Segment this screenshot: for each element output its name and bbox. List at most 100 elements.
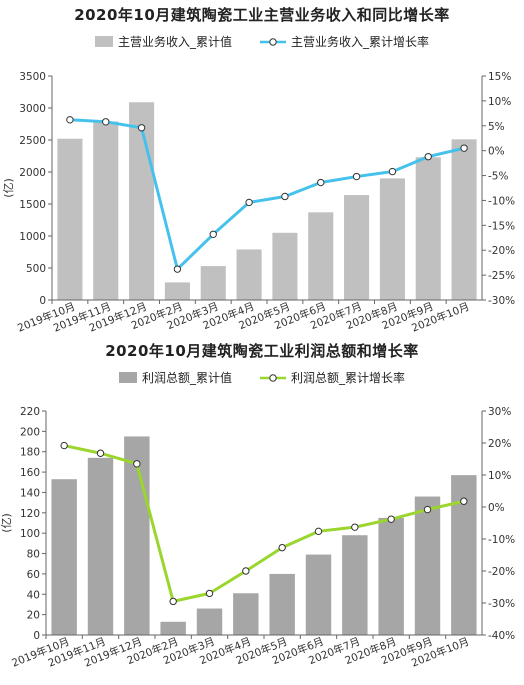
- y-axis-label: (亿): [0, 513, 13, 533]
- growth-line: [69, 118, 465, 271]
- y-right-tick-label: -10%: [488, 534, 515, 546]
- bar: [160, 621, 186, 635]
- profit-chart: 2020年10月建筑陶瓷工业利润总额和增长率 利润总额_累计值 利润总额_累计增…: [0, 338, 524, 685]
- legend-item-bar: 主营业务收入_累计值: [94, 33, 232, 50]
- bar: [379, 178, 405, 300]
- line-point: [245, 198, 253, 207]
- line-point: [173, 265, 182, 273]
- chart-title: 2020年10月建筑陶瓷工业主营业务收入和同比增长率: [74, 6, 450, 24]
- legend-label: 利润总额_累计增长率: [291, 371, 406, 385]
- bar: [196, 608, 223, 635]
- bar: [415, 157, 441, 300]
- bar: [378, 517, 404, 635]
- legend-item-line: 利润总额_累计增长率: [260, 369, 405, 386]
- y-tick-label: 1500: [19, 199, 46, 211]
- y-tick-label: 80: [27, 549, 40, 561]
- bar: [233, 593, 259, 635]
- revenue-chart: 2020年10月建筑陶瓷工业主营业务收入和同比增长率 主营业务收入_累计值 主营…: [0, 6, 524, 335]
- line-point: [314, 527, 323, 536]
- legend-bar-swatch-icon: [118, 372, 137, 383]
- line-point: [460, 497, 468, 505]
- bar: [236, 249, 262, 300]
- y-tick-label: 1000: [19, 231, 46, 243]
- y-right-tick-label: 30%: [488, 406, 511, 418]
- y-right-tick-label: 5%: [488, 121, 505, 133]
- bar: [414, 496, 441, 635]
- y-tick-label: 200: [20, 426, 40, 438]
- y-right-tick-label: -30%: [488, 295, 515, 307]
- bar: [51, 479, 77, 635]
- line-point: [351, 523, 359, 531]
- y-tick-label: 3500: [19, 71, 46, 83]
- y-right-tick-label: 0%: [488, 146, 505, 158]
- chart-legend: 主营业务收入_累计值 主营业务收入_累计增长率: [0, 33, 524, 50]
- line-point: [60, 441, 68, 450]
- line-point: [424, 152, 432, 161]
- y-tick-label: 3000: [19, 103, 46, 115]
- y-right-tick-label: -5%: [488, 171, 508, 183]
- y-tick-label: 2500: [19, 135, 46, 147]
- y-right-tick-label: 20%: [488, 438, 511, 450]
- line-point: [317, 178, 325, 187]
- line-point: [423, 505, 432, 514]
- y-right-tick-label: -15%: [488, 220, 515, 232]
- y-right-tick-label: -30%: [488, 598, 515, 610]
- legend-bar-swatch-icon: [94, 36, 113, 47]
- legend-label: 主营业务收入_累计增长率: [291, 35, 430, 49]
- bar: [308, 212, 334, 300]
- y-axis-label: (亿): [2, 178, 15, 198]
- line-point: [242, 567, 250, 575]
- revenue-plot: 0 500 1000 1500 2000 2500 3000 3500 -30% -25% -20%…: [2, 71, 515, 335]
- y-tick-label: 160: [20, 467, 40, 479]
- bar: [342, 535, 368, 635]
- y-tick-label: 100: [20, 528, 40, 540]
- line-point: [102, 118, 110, 126]
- line-point: [352, 172, 361, 181]
- y-right-tick-label: -10%: [488, 195, 515, 207]
- y-right-tick-label: -25%: [488, 270, 515, 282]
- y-right-tick-label: 0%: [488, 502, 505, 514]
- chart-title: 2020年10月建筑陶瓷工业利润总额和增长率: [105, 342, 419, 360]
- bar: [87, 457, 114, 635]
- line-point: [137, 124, 146, 132]
- line-point: [460, 144, 468, 152]
- legend-item-bar: 利润总额_累计值: [118, 369, 232, 386]
- y-right-tick-label: 10%: [488, 96, 511, 108]
- growth-line: [63, 444, 465, 603]
- y-tick-label: 500: [26, 263, 46, 275]
- line-point: [96, 449, 105, 457]
- bar: [200, 266, 226, 300]
- y-tick-label: 40: [27, 589, 40, 601]
- y-right-tick-label: -40%: [488, 630, 515, 642]
- line-point: [278, 543, 286, 552]
- y-tick-label: 20: [27, 610, 40, 622]
- legend-label: 主营业务收入_累计值: [117, 35, 232, 49]
- y-tick-label: 2000: [19, 167, 46, 179]
- y-right-tick-label: -20%: [488, 245, 515, 257]
- bar: [269, 573, 295, 635]
- chart-legend: 利润总额_累计值 利润总额_累计增长率: [0, 369, 524, 386]
- line-point: [66, 116, 74, 124]
- legend-item-line: 主营业务收入_累计增长率: [260, 33, 429, 50]
- line-point: [209, 230, 217, 238]
- y-tick-label: 120: [20, 508, 40, 520]
- legend-label: 利润总额_累计值: [141, 371, 232, 385]
- y-right-tick-label: 10%: [488, 470, 511, 482]
- y-tick-label: 0: [39, 295, 46, 307]
- bar: [451, 139, 477, 300]
- y-right-tick-label: 15%: [488, 71, 511, 83]
- bar: [57, 138, 83, 300]
- profit-plot: 0 20 40 60 80 100 120 140 160 180 200 220 -40% -30% -2…: [0, 406, 515, 670]
- bar: [344, 195, 370, 300]
- y-right-tick-label: -20%: [488, 566, 515, 578]
- line-point: [387, 515, 395, 523]
- line-point: [169, 597, 177, 606]
- bar: [272, 232, 298, 300]
- bar: [129, 102, 155, 301]
- y-tick-label: 140: [20, 487, 40, 499]
- line-point: [388, 167, 397, 176]
- line-point: [133, 460, 141, 468]
- line-point: [205, 589, 214, 598]
- legend-line-marker-icon: [260, 373, 286, 382]
- legend-line-marker-icon: [260, 37, 286, 46]
